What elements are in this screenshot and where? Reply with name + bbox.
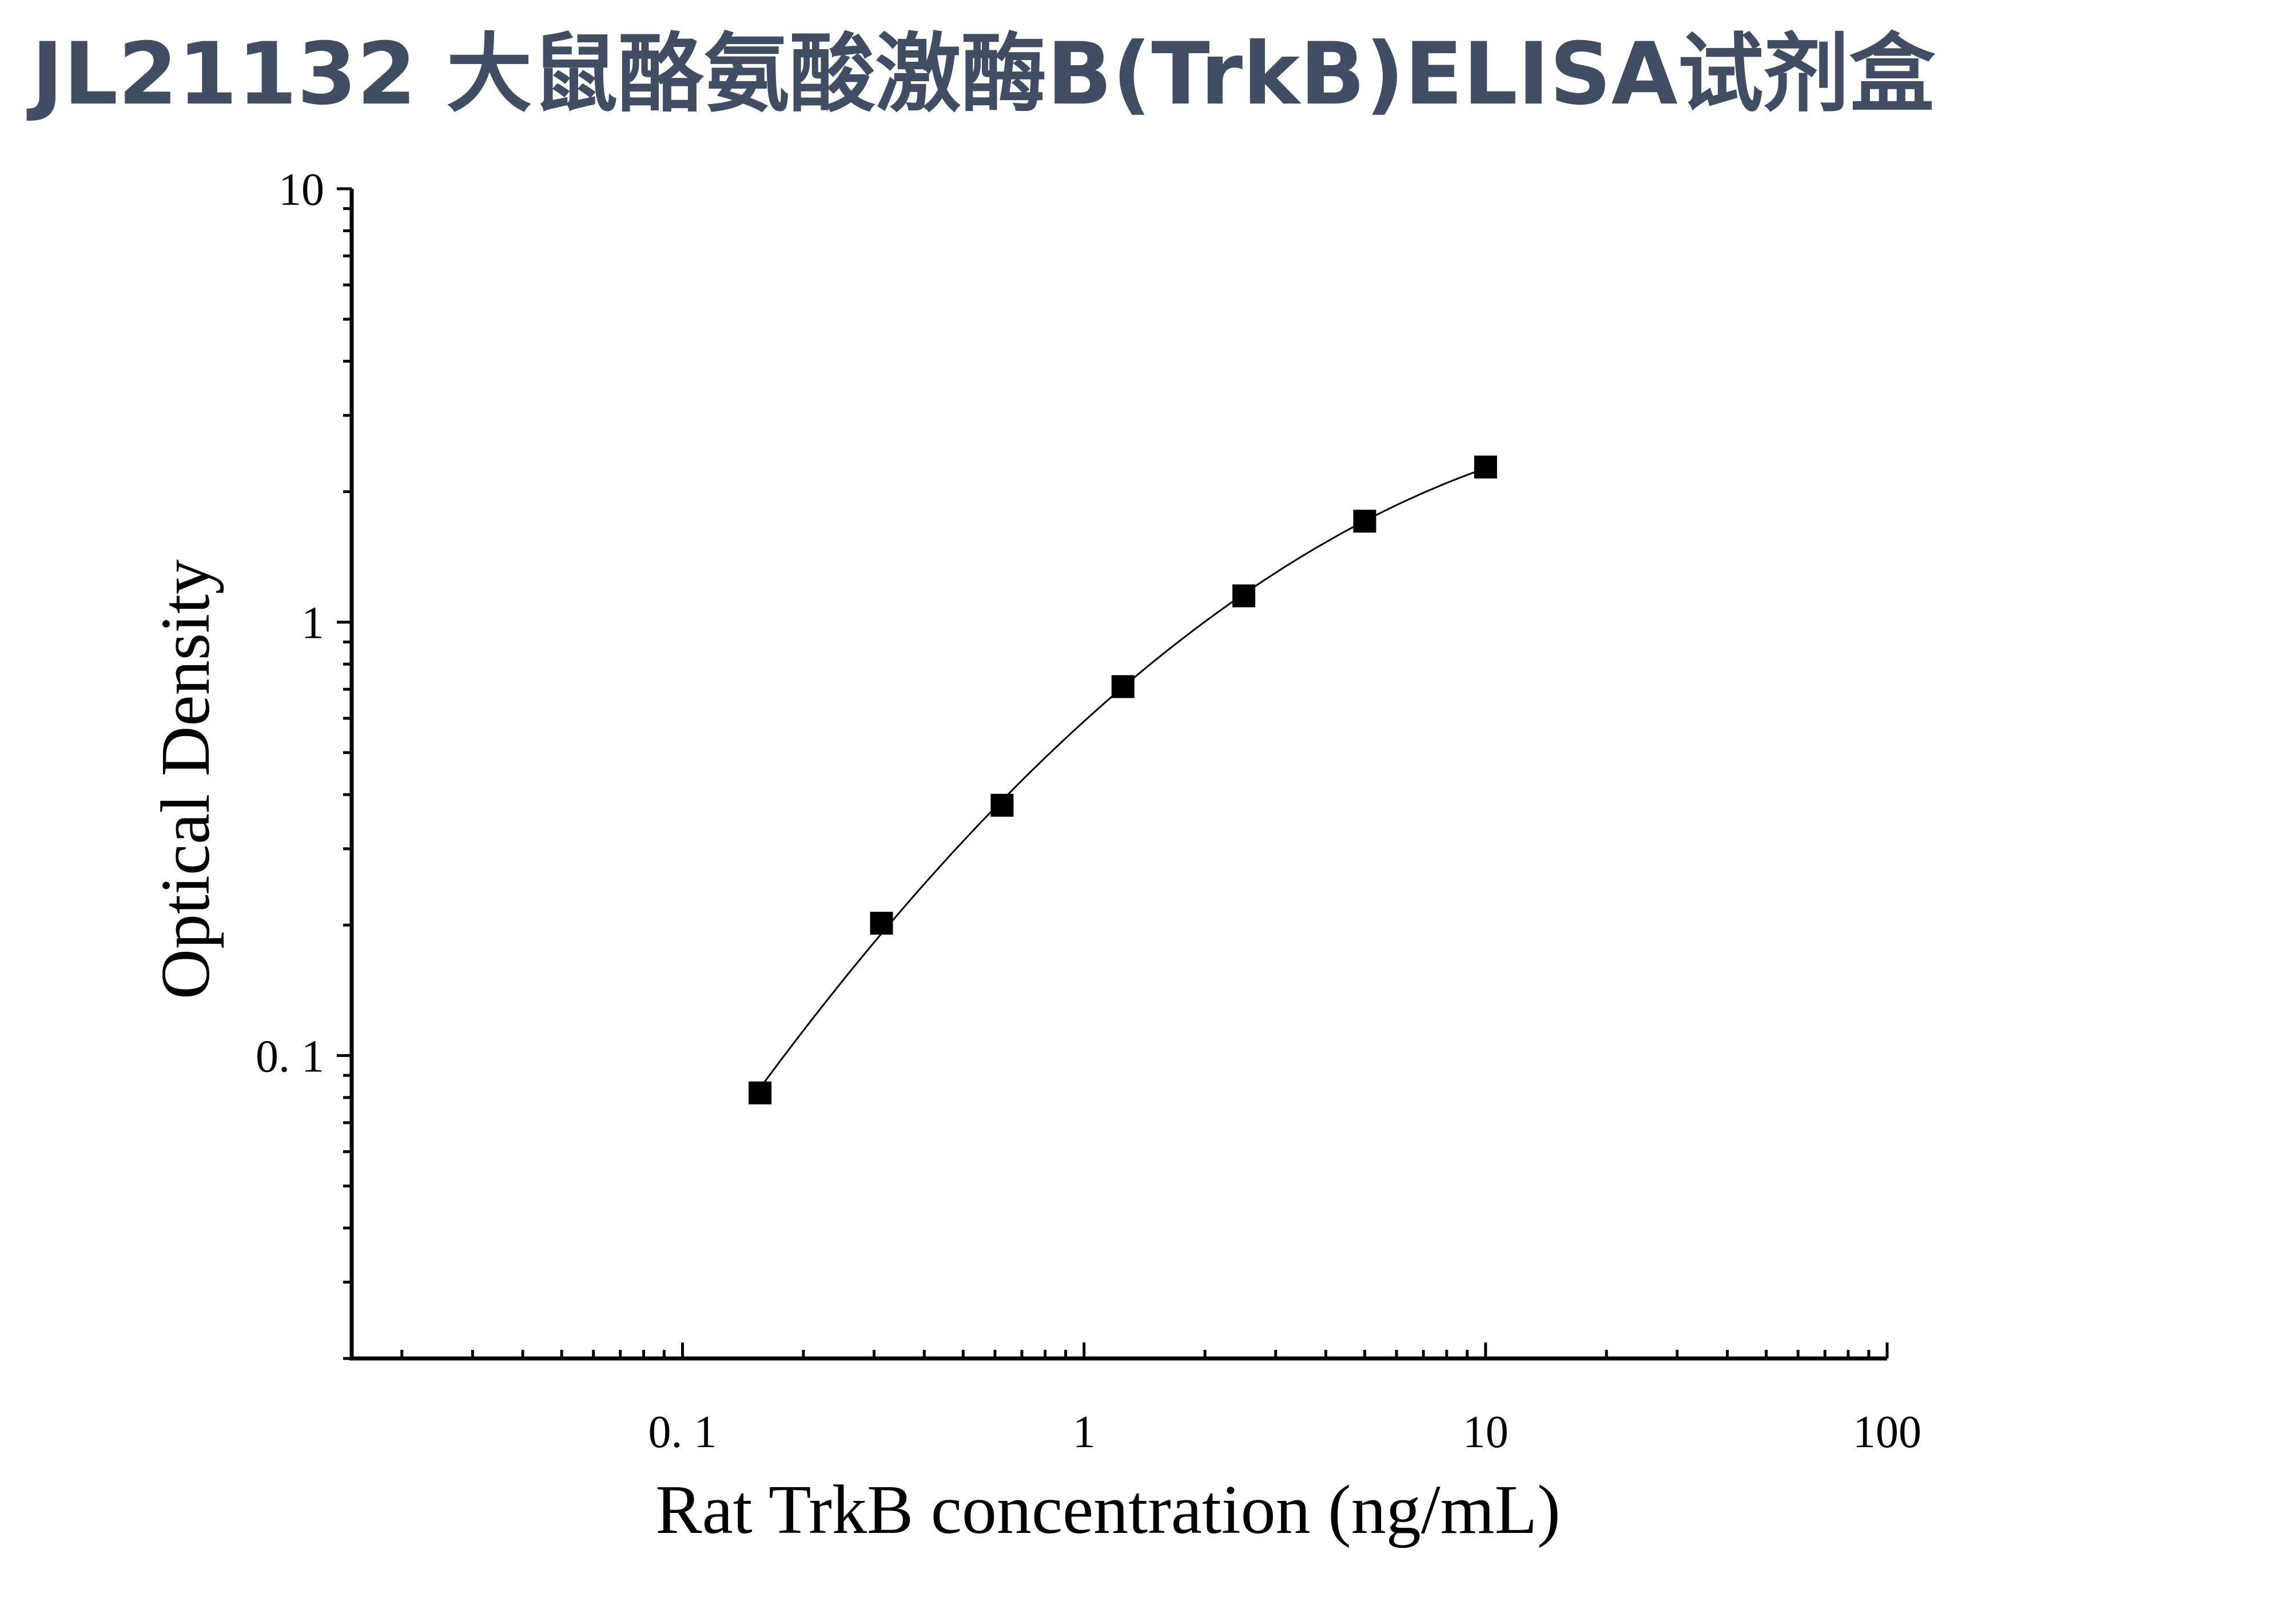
data-point-marker: [1474, 455, 1497, 479]
data-point-marker: [990, 793, 1014, 817]
axis-ticks: [337, 187, 1889, 1360]
y-tick-label: 1: [301, 598, 324, 649]
page-title: JL21132 大鼠酪氨酸激酶B(TrkB)ELISA试剂盒: [31, 25, 1935, 124]
fit-curve: [759, 467, 1486, 1088]
x-tick-label: 1: [1073, 1407, 1096, 1457]
data-point-marker: [1353, 510, 1376, 533]
x-tick-label: 100: [1853, 1407, 1921, 1457]
data-point-marker: [1111, 675, 1135, 698]
y-tick-label: 0. 1: [256, 1031, 324, 1082]
data-points: [749, 455, 1497, 1105]
y-axis-title: Optical Density: [147, 559, 224, 999]
x-tick-label: 0. 1: [648, 1407, 717, 1457]
data-point-marker: [1232, 584, 1256, 607]
x-tick-label: 10: [1463, 1407, 1509, 1457]
x-axis-title: Rat TrkB concentration (ng/mL): [655, 1471, 1560, 1548]
tick-labels: 0. 1 1 10 100 0. 1 1 10: [256, 165, 1921, 1457]
data-point-marker: [870, 912, 893, 935]
data-point-marker: [749, 1081, 772, 1105]
y-tick-label: 10: [278, 165, 324, 215]
